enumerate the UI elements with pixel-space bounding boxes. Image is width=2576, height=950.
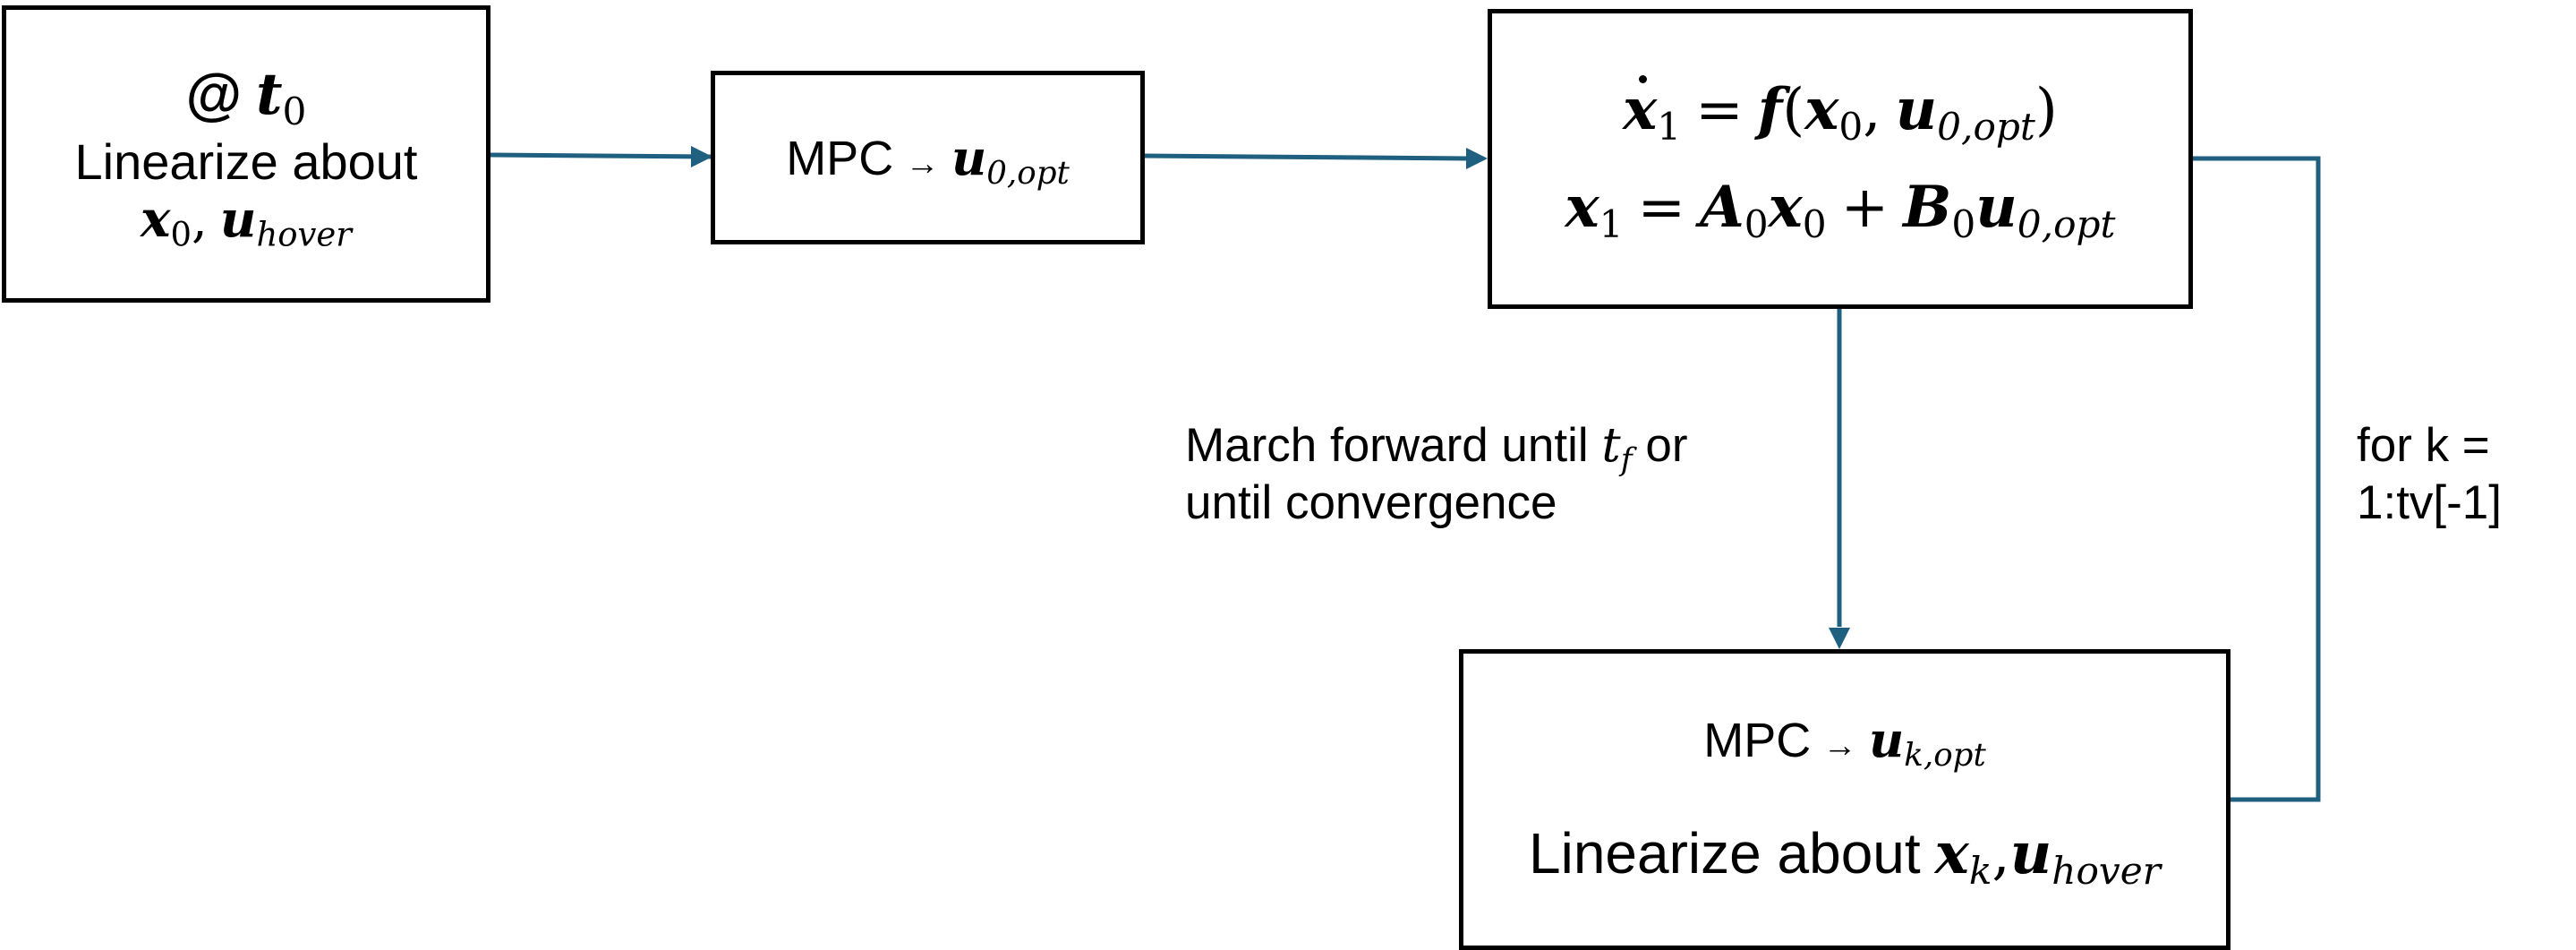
- start-box: @ t0 Linearize about x0, uhover: [2, 5, 490, 303]
- u-subscript: 0,opt: [1937, 104, 2035, 149]
- mpc-label: MPC: [786, 132, 894, 185]
- march-forward-suffix: or: [1645, 419, 1688, 472]
- open-paren: (: [1782, 77, 1805, 144]
- xk-variable: x: [1934, 819, 1969, 887]
- mpc-initial-line: MPC → u0,opt: [786, 129, 1070, 189]
- state-update-box: x1 = f(x0, u0,opt) x1 = A0x0 + B0u0,opt: [1488, 9, 2193, 309]
- time-variable: t: [255, 60, 283, 128]
- equals-sign: =: [1637, 174, 1686, 241]
- march-forward-line2: until convergence: [1185, 475, 1557, 529]
- arrow-start-to-mpc: [489, 152, 712, 159]
- u-subscript: 0,opt: [2017, 201, 2116, 246]
- x1-variable: x: [1565, 173, 1599, 241]
- march-forward-line1: March forward until tf or: [1185, 417, 1688, 475]
- plus-sign: +: [1840, 174, 1889, 241]
- comma: ,: [191, 191, 208, 250]
- loop-range-line2: 1:tv[-1]: [2357, 475, 2503, 529]
- march-forward-prefix: March forward until: [1185, 419, 1589, 472]
- loop-range-label: for k = 1:tv[-1]: [2357, 417, 2502, 531]
- arrow-mpc-to-state: [1142, 153, 1469, 161]
- u-subscript: 0,opt: [986, 154, 1070, 192]
- x-dot-subscript: 1: [1657, 104, 1682, 149]
- mpc-loop-line: MPC → uk,opt: [1703, 711, 1986, 771]
- x0-variable: x: [1804, 76, 1839, 144]
- equals-sign: =: [1695, 77, 1744, 144]
- mpc-box-initial: MPC → u0,opt: [711, 71, 1145, 244]
- a-matrix: A: [1700, 173, 1744, 241]
- x1-subscript: 1: [1599, 201, 1624, 246]
- u-subscript: hover: [2051, 848, 2161, 893]
- start-linearize-vars: x0, uhover: [141, 190, 352, 252]
- arrowhead-start-to-mpc: [691, 146, 712, 167]
- x0-variable: x: [1768, 173, 1803, 241]
- close-paren: ): [2034, 77, 2058, 144]
- u-variable: u: [951, 129, 987, 186]
- right-arrow-icon: →: [1822, 727, 1857, 766]
- b-matrix: B: [1903, 173, 1952, 241]
- mpc-label: MPC: [1703, 714, 1812, 768]
- u-variable: u: [1895, 76, 1938, 144]
- at-symbol: @: [185, 61, 242, 126]
- x-variable: x: [141, 190, 171, 250]
- tf-subscript: f: [1620, 441, 1633, 478]
- arrowhead-mpc-to-state: [1466, 148, 1488, 169]
- u-variable: u: [2009, 819, 2052, 887]
- arrow-loop-back: [2184, 156, 2321, 802]
- start-linearize-text: Linearize about: [74, 133, 418, 190]
- time-subscript: 0: [282, 89, 307, 133]
- mpc-box-loop: MPC → uk,opt Linearize about xk,uhover: [1459, 649, 2231, 950]
- loop-range-line1: for k =: [2357, 419, 2490, 472]
- u-subscript: hover: [256, 215, 352, 254]
- x0-subscript: 0: [1838, 104, 1864, 149]
- dynamics-equation: x1 = f(x0, u0,opt): [1623, 75, 2058, 146]
- arrowhead-state-to-loop: [1829, 628, 1850, 649]
- a-subscript: 0: [1744, 201, 1769, 246]
- x0-subscript: 0: [1802, 201, 1827, 246]
- u-variable: u: [219, 190, 257, 250]
- right-arrow-icon: →: [905, 145, 940, 183]
- u-subscript: k,opt: [1904, 737, 1986, 775]
- u-variable: u: [1869, 711, 1905, 769]
- comma: ,: [1863, 77, 1881, 144]
- loop-linearize-text: Linearize about: [1529, 820, 1921, 886]
- x-dot-variable: x: [1623, 75, 1658, 144]
- start-time-line: @ t0: [185, 61, 307, 130]
- tf-variable: t: [1601, 418, 1621, 473]
- loop-linearize-line: Linearize about xk,uhover: [1529, 819, 2161, 889]
- f-function: f: [1757, 76, 1783, 144]
- u-variable: u: [1975, 173, 2017, 241]
- x-subscript: 0: [170, 215, 192, 254]
- comma: ,: [1992, 820, 2010, 887]
- march-forward-label: March forward until tf or until converge…: [1185, 417, 1688, 531]
- xk-subscript: k: [1968, 848, 1992, 893]
- b-subscript: 0: [1951, 201, 1976, 246]
- linear-update-equation: x1 = A0x0 + B0u0,opt: [1565, 173, 2115, 243]
